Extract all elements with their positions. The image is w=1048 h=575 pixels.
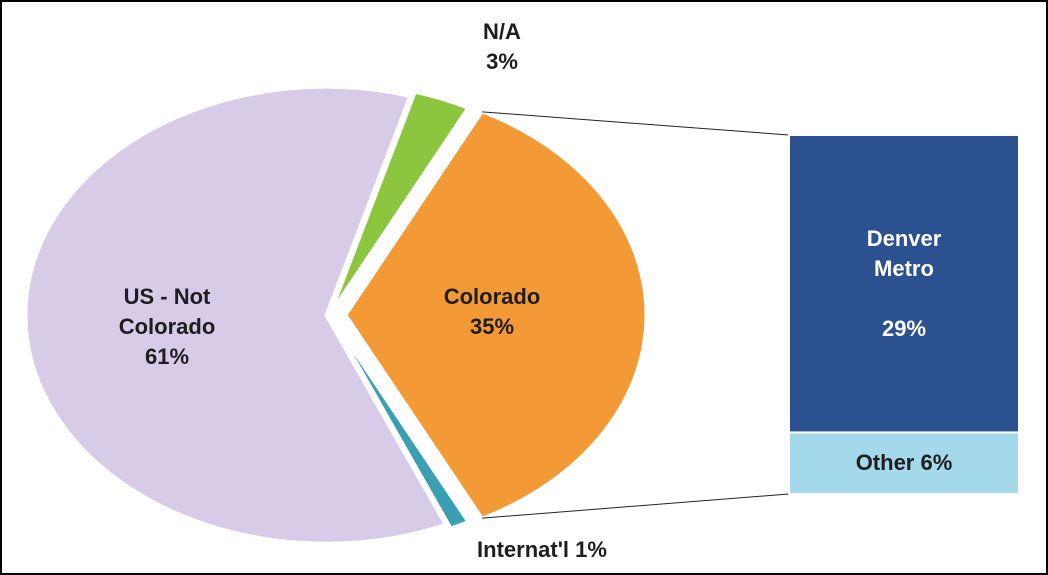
bar-value: 6% (920, 450, 953, 476)
slice-value: 35% (469, 314, 515, 339)
pie-slice (330, 90, 470, 313)
slice-value: 61% (144, 344, 190, 369)
pie-slice (344, 110, 648, 520)
pie-slice (24, 85, 448, 545)
slice-value: 1% (575, 537, 607, 562)
bar-name: Denver Metro (866, 225, 942, 281)
data-label: Colorado 35% (392, 282, 592, 342)
connector-line (482, 111, 790, 136)
slice-name: Colorado (443, 284, 541, 309)
connector-line (482, 493, 790, 519)
data-label: Internat'l 1% (392, 535, 692, 565)
bar-value: 29% (881, 315, 927, 341)
pie-slice (330, 317, 471, 530)
data-label: Other 6% (856, 448, 953, 478)
slice-name: N/A (483, 19, 521, 44)
bar-name: Other (855, 450, 915, 476)
slice-value: 3% (486, 49, 518, 74)
slice-name: US - Not Colorado (118, 284, 216, 339)
slice-name: Internat'l (477, 537, 570, 562)
data-label: Denver Metro 29% (844, 224, 964, 344)
data-label: US - Not Colorado 61% (97, 282, 237, 372)
data-label: N/A 3% (452, 17, 552, 77)
bar-segment (788, 431, 1020, 496)
bar-segment (788, 134, 1020, 434)
